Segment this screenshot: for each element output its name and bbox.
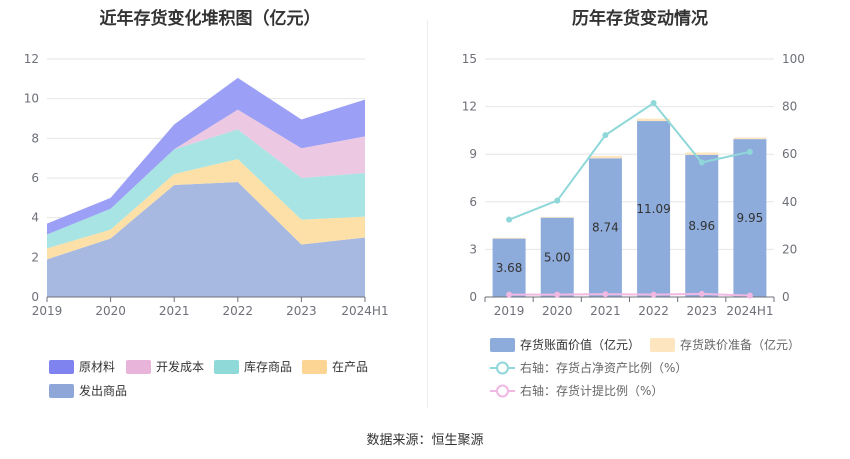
right-legend-swatch bbox=[650, 338, 675, 352]
right-bar-stack bbox=[492, 237, 526, 239]
right-line-2 bbox=[509, 292, 750, 297]
left-legend-label: 开发成本 bbox=[156, 359, 204, 374]
right-legend-label: 右轴：存货占净资产比例（%） bbox=[520, 360, 687, 375]
right-bar-stack bbox=[637, 118, 671, 122]
right-legend-label: 右轴：存货计提比例（%） bbox=[520, 383, 663, 398]
right-line-point bbox=[506, 291, 513, 298]
right-y-tick-label: 15 bbox=[462, 52, 477, 66]
right-bar-label: 8.74 bbox=[592, 221, 619, 235]
right-bar bbox=[685, 154, 719, 297]
right-y-tick-label: 0 bbox=[469, 290, 477, 304]
right-bar-stack bbox=[733, 137, 767, 140]
left-legend-swatch bbox=[214, 360, 239, 374]
right-y2-tick-label: 0 bbox=[782, 290, 790, 304]
left-legend-swatch bbox=[302, 360, 327, 374]
left-chart-title: 近年存货变化堆积图（亿元） bbox=[99, 9, 321, 29]
left-legend-label: 发出商品 bbox=[79, 383, 127, 398]
right-bar bbox=[733, 139, 767, 297]
left-legend-label: 原材料 bbox=[79, 360, 115, 374]
right-y2-tick-label: 80 bbox=[782, 100, 797, 114]
left-x-tick-label: 2022 bbox=[223, 304, 254, 318]
right-bar-label: 5.00 bbox=[544, 250, 571, 264]
source-footer: 数据来源：恒生聚源 bbox=[366, 433, 484, 448]
left-area-3 bbox=[47, 129, 365, 249]
right-x-tick-label: 2019 bbox=[494, 304, 525, 318]
left-legend-swatch bbox=[126, 360, 151, 374]
right-bar bbox=[492, 238, 526, 297]
right-x-tick-label: 2021 bbox=[590, 304, 621, 318]
right-chart-title: 历年存货变动情况 bbox=[572, 9, 708, 29]
right-line-point bbox=[650, 100, 657, 107]
right-bar-label: 9.95 bbox=[737, 211, 764, 225]
right-legend-marker bbox=[496, 361, 509, 375]
right-y-tick-label: 3 bbox=[469, 242, 477, 256]
left-x-tick-label: 2023 bbox=[286, 304, 317, 318]
right-legend-marker bbox=[496, 384, 509, 398]
right-bar bbox=[588, 158, 622, 297]
right-line-point bbox=[698, 159, 705, 166]
right-x-tick-label: 2024H1 bbox=[726, 304, 773, 318]
right-x-tick-label: 2022 bbox=[638, 304, 669, 318]
right-y2-tick-label: 40 bbox=[782, 195, 797, 209]
right-legend-label: 存货跌价准备（亿元） bbox=[680, 337, 800, 352]
left-y-tick-label: 8 bbox=[31, 131, 39, 145]
right-bar-label: 8.96 bbox=[688, 219, 715, 233]
right-line-point bbox=[746, 292, 753, 299]
left-area-5 bbox=[47, 77, 365, 235]
left-legend-label: 库存商品 bbox=[244, 359, 292, 374]
right-x-tick-label: 2020 bbox=[542, 304, 573, 318]
right-bar-label: 11.09 bbox=[636, 202, 670, 216]
left-x-tick-label: 2020 bbox=[95, 304, 126, 318]
right-x-tick-label: 2023 bbox=[686, 304, 717, 318]
right-y-tick-label: 12 bbox=[462, 100, 477, 114]
right-y2-tick-label: 20 bbox=[782, 242, 797, 256]
right-line-point bbox=[746, 148, 753, 155]
panel-divider bbox=[427, 20, 428, 408]
left-area-1 bbox=[47, 181, 365, 297]
left-y-tick-label: 4 bbox=[31, 211, 39, 225]
right-line-point bbox=[602, 132, 609, 139]
left-x-tick-label: 2021 bbox=[159, 304, 190, 318]
right-bar bbox=[540, 217, 574, 297]
right-y2-tick-label: 60 bbox=[782, 147, 797, 161]
right-line-point bbox=[506, 216, 513, 223]
left-y-tick-label: 0 bbox=[31, 290, 39, 304]
left-area-4 bbox=[47, 109, 365, 235]
left-y-tick-label: 10 bbox=[24, 92, 39, 106]
right-bar bbox=[637, 121, 671, 297]
right-bar-label: 3.68 bbox=[496, 261, 523, 275]
right-legend-swatch bbox=[490, 338, 515, 352]
left-y-tick-label: 6 bbox=[31, 171, 39, 185]
left-y-tick-label: 12 bbox=[24, 52, 39, 66]
left-legend-swatch bbox=[49, 384, 74, 398]
right-bar-stack bbox=[540, 216, 574, 218]
right-y2-tick-label: 100 bbox=[782, 52, 805, 66]
right-bar-stack bbox=[685, 152, 719, 155]
left-y-tick-label: 2 bbox=[31, 250, 39, 264]
right-bar-stack bbox=[588, 155, 622, 159]
left-area-2 bbox=[47, 159, 365, 260]
right-y-tick-label: 6 bbox=[469, 195, 477, 209]
right-legend-label: 存货账面价值（亿元） bbox=[520, 337, 640, 352]
right-line-1 bbox=[508, 101, 751, 221]
right-line-point bbox=[650, 291, 657, 298]
left-x-tick-label: 2019 bbox=[32, 304, 63, 318]
right-line-point bbox=[602, 291, 609, 298]
right-line-point bbox=[698, 290, 705, 297]
right-line-point bbox=[554, 197, 561, 204]
right-y-tick-label: 9 bbox=[469, 147, 477, 161]
left-x-tick-label: 2024H1 bbox=[341, 304, 388, 318]
left-legend-swatch bbox=[49, 360, 74, 374]
left-legend-label: 在产品 bbox=[332, 360, 368, 374]
right-line-point bbox=[554, 291, 561, 298]
